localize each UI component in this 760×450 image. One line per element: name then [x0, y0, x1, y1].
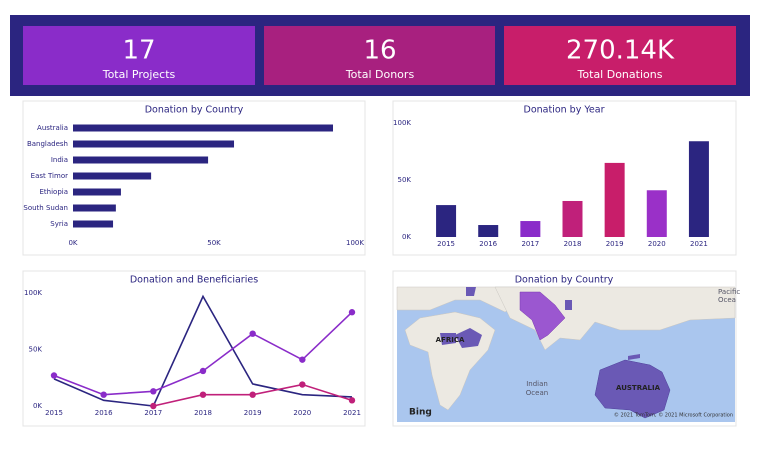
bar: [73, 220, 114, 228]
x-tick-label: 2021: [690, 240, 708, 248]
x-tick-label: 2016: [95, 409, 113, 417]
y-tick-label: South Sudan: [23, 204, 68, 212]
y-tick-label: 100K: [393, 119, 411, 127]
y-tick-label: 100K: [24, 289, 42, 297]
bar: [520, 221, 541, 237]
india: [519, 291, 566, 341]
x-tick-label: 2015: [437, 240, 455, 248]
x-tick-label: 2021: [343, 409, 361, 417]
bar: [73, 156, 209, 164]
y-tick-label: 0K: [402, 233, 411, 241]
line: [53, 294, 353, 407]
kpi-card: [504, 26, 736, 85]
marker: [150, 402, 157, 410]
bar: [562, 200, 583, 237]
y-tick-label: 50K: [29, 346, 43, 354]
x-tick-label: 2016: [479, 240, 497, 248]
kpi-card: [264, 26, 495, 85]
bar: [73, 188, 121, 196]
marker: [150, 388, 157, 395]
marker: [348, 309, 356, 316]
bar: [478, 225, 499, 237]
kpi-label: Total Donations: [577, 68, 663, 81]
map: AFRICA AUSTRALIA Indian Ocean Pacific Oc…: [396, 286, 740, 422]
east-timor: [628, 354, 640, 360]
marker: [249, 330, 256, 337]
map-label: Ocean: [526, 389, 548, 397]
x-tick-label: 2020: [293, 409, 311, 417]
kpi-label: Total Donors: [345, 68, 415, 81]
chart-title: Donation by Country: [515, 275, 614, 286]
x-tick-label: 2018: [194, 409, 212, 417]
x-tick-label: 2017: [521, 240, 539, 248]
bar: [604, 162, 625, 237]
y-tick-label: Bangladesh: [27, 140, 68, 148]
marker: [299, 356, 306, 363]
x-tick-label: 2019: [606, 240, 624, 248]
kpi-card: [23, 26, 255, 85]
ethiopia: [455, 328, 482, 348]
map-label: Ocea: [718, 296, 736, 304]
land: [494, 286, 736, 351]
x-tick-label: 2019: [244, 409, 262, 417]
kpi-value: 270.14K: [566, 36, 675, 66]
marker: [199, 391, 207, 398]
map-logo: Bing: [409, 408, 432, 418]
australia: [594, 359, 671, 419]
map-label: AFRICA: [436, 336, 465, 344]
x-tick-label: 50K: [207, 239, 221, 247]
x-tick-label: 2018: [564, 240, 582, 248]
chart-title: Donation by Year: [524, 105, 605, 116]
marker: [100, 391, 107, 398]
bangladesh: [565, 300, 572, 310]
chart-title: Donation and Beneficiaries: [130, 275, 258, 286]
marker: [299, 381, 306, 388]
map-label: AUSTRALIA: [616, 384, 661, 392]
bar: [688, 141, 709, 237]
kpi-value: 17: [122, 36, 155, 66]
y-tick-label: 0K: [33, 402, 42, 410]
x-tick-label: 2017: [144, 409, 162, 417]
map-label: Indian: [526, 380, 548, 388]
x-tick-label: 2020: [648, 240, 666, 248]
bar: [646, 190, 667, 237]
map-credit: © 2021 TomTom, © 2021 Microsoft Corporat…: [614, 412, 733, 419]
panel: [22, 270, 366, 427]
x-tick-label: 100K: [346, 239, 364, 247]
bar: [73, 124, 334, 132]
y-tick-label: East Timor: [31, 172, 68, 180]
south-sudan: [440, 333, 456, 345]
bar: [436, 205, 457, 237]
kpi-value: 16: [363, 36, 396, 66]
bar: [73, 140, 235, 148]
y-tick-label: Syria: [50, 220, 68, 228]
bar: [73, 204, 116, 212]
bar: [73, 172, 152, 180]
marker: [249, 391, 256, 398]
y-tick-label: Ethiopia: [39, 188, 68, 196]
map-label: Pacific: [718, 288, 740, 296]
y-tick-label: India: [51, 156, 68, 164]
x-tick-label: 2015: [45, 409, 63, 417]
y-tick-label: 50K: [398, 176, 412, 184]
syria: [466, 287, 476, 296]
x-tick-label: 0K: [68, 239, 77, 247]
marker: [199, 367, 207, 375]
chart-title: Donation by Country: [145, 105, 244, 116]
y-tick-label: Australia: [37, 124, 68, 132]
marker: [348, 397, 356, 404]
kpi-label: Total Projects: [102, 68, 176, 81]
marker: [50, 372, 58, 379]
